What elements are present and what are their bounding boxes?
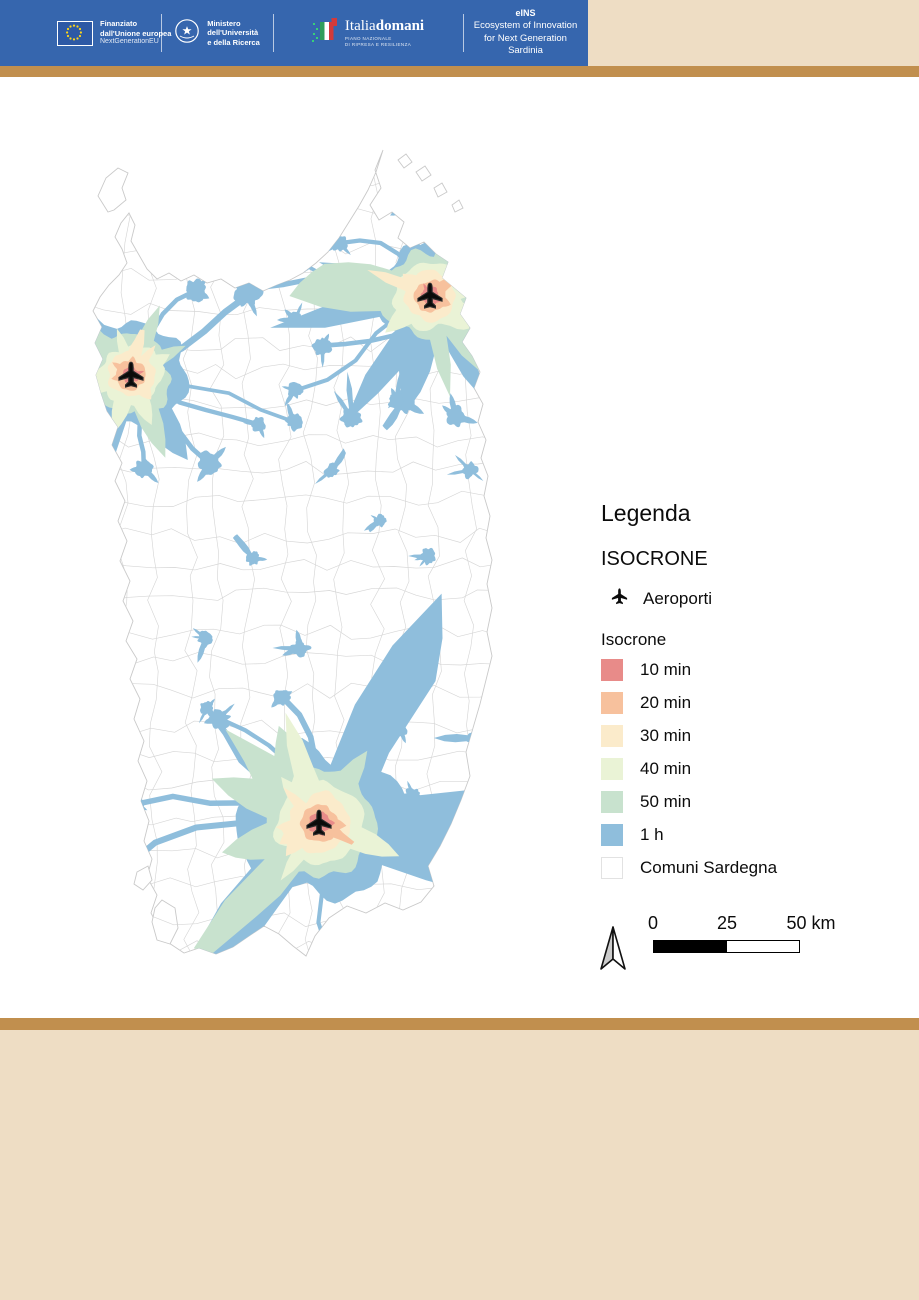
legend-airports-label: Aeroporti [643, 589, 712, 608]
legend-group-label: Isocrone [601, 630, 667, 649]
legend-class-row: 40 min [601, 758, 861, 780]
scale-tick-0: 0 [647, 913, 659, 933]
islet-outline [415, 165, 432, 182]
ministero-line3: e della Ricerca [207, 37, 260, 47]
top-accent-band [0, 66, 919, 77]
eins-logo: eINS Ecosystem of Innovation for Next Ge… [463, 0, 588, 66]
class-label: 10 min [640, 660, 692, 679]
islet-outline [151, 899, 179, 945]
islet-outline [133, 865, 153, 891]
header-beige-filler [588, 0, 919, 66]
legend-class-row: 1 h [601, 824, 861, 846]
islet-outline [97, 167, 129, 213]
airplane-icon [610, 587, 629, 611]
legend-class-row: 30 min [601, 725, 861, 747]
eu-flag-icon [57, 20, 93, 46]
header-logo-strip: Finanziato dall'Unione europea NextGener… [0, 0, 588, 66]
map-container [0, 77, 919, 1018]
header-divider [161, 14, 162, 52]
eu-funding-logo: Finanziato dall'Unione europea NextGener… [0, 0, 171, 66]
legend-class-row: 10 min [601, 659, 861, 681]
class-label: 40 min [640, 759, 692, 778]
class-swatch [601, 659, 623, 681]
legend-classes: 10 min 20 min 30 min 40 min 50 min 1 h C… [601, 659, 861, 879]
scale-bar-group: 0 25 50 km [598, 913, 861, 983]
footer-panel [0, 1030, 919, 1300]
airport-marker [306, 809, 332, 836]
class-swatch [601, 824, 623, 846]
class-swatch [601, 791, 623, 813]
scale-tick-50: 50 km [786, 913, 836, 933]
legend-class-row: Comuni Sardegna [601, 857, 861, 879]
eins-line1: eINS [515, 8, 536, 19]
legend-airports-row: Aeroporti [610, 587, 861, 611]
islet-outline [433, 182, 448, 198]
scale-tick-25: 25 [716, 913, 738, 933]
islet-outline [397, 153, 413, 169]
eu-logo-line2: dall'Unione europea [100, 28, 172, 38]
eu-logo-line3: NextGenerationEU [100, 38, 159, 45]
legend-layer-name: ISOCRONE [601, 548, 708, 570]
airport-marker [118, 361, 144, 388]
italiadomani-sub1: PIANO NAZIONALE [344, 35, 392, 41]
eins-line3: for Next Generation [484, 32, 567, 44]
page-header: Finanziato dall'Unione europea NextGener… [0, 0, 919, 66]
italiadomani-wordmark: Italiadomani [344, 17, 425, 34]
north-arrow-icon [598, 925, 628, 978]
class-swatch [601, 857, 623, 879]
italy-emblem-icon [174, 18, 200, 49]
bottom-accent-band [0, 1018, 919, 1030]
class-label: 1 h [640, 825, 664, 844]
class-swatch [601, 758, 623, 780]
italiadomani-flag-icon [311, 17, 338, 50]
ministero-line2: dell'Università [207, 28, 259, 38]
header-divider [463, 14, 464, 52]
airport-marker [417, 282, 443, 309]
legend-class-row: 50 min [601, 791, 861, 813]
class-swatch [601, 692, 623, 714]
isochrone-zone [93, 271, 190, 490]
class-swatch [601, 725, 623, 747]
italiadomani-logo: Italiadomani PIANO NAZIONALE DI RIPRESA … [273, 0, 463, 66]
scale-bar-fill [654, 941, 727, 952]
scale-bar [653, 940, 800, 953]
islet-outline [451, 199, 464, 213]
header-divider [273, 14, 274, 52]
eins-line2: Ecosystem of Innovation [473, 20, 578, 32]
eu-logo-line1: Finanziato [100, 19, 138, 29]
class-label: 20 min [640, 693, 692, 712]
sardinia-isochrone-map [92, 149, 493, 957]
ministero-line1: Ministero [207, 18, 241, 28]
class-label: Comuni Sardegna [640, 858, 778, 877]
legend-class-row: 20 min [601, 692, 861, 714]
isochrone-zone [183, 593, 492, 956]
italiadomani-sub2: DI RIPRESA E RESILIENZA [344, 41, 412, 47]
eins-line4: Sardinia [508, 45, 543, 57]
class-label: 50 min [640, 792, 692, 811]
ministero-logo: Ministero dell'Università e della Ricerc… [161, 0, 273, 66]
class-label: 30 min [640, 726, 692, 745]
legend-title: Legenda [601, 500, 691, 526]
map-legend: Legenda ISOCRONE Aeroporti Isocrone 10 m… [598, 500, 861, 983]
